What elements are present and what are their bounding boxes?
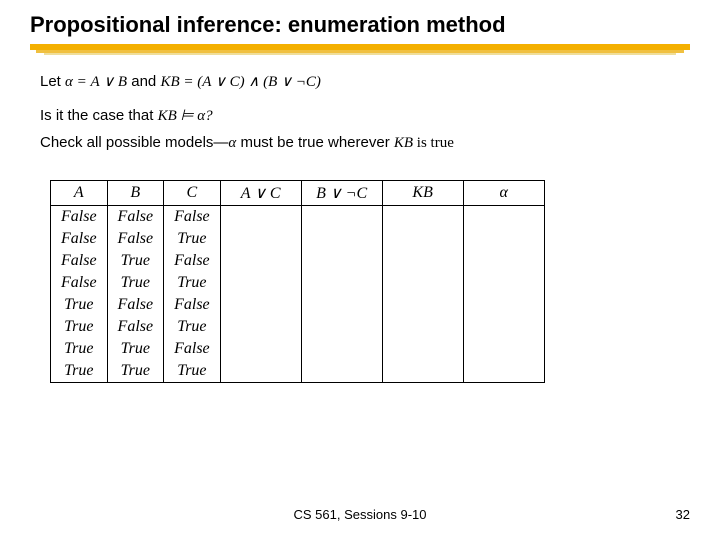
table-cell — [382, 206, 463, 229]
question-line-1: Is it the case that KB ⊨ α? — [40, 106, 660, 126]
table-cell: False — [107, 316, 164, 338]
th-A: A — [51, 181, 108, 206]
table-cell — [301, 294, 382, 316]
th-B: B — [107, 181, 164, 206]
q2-after: must be true wherever — [236, 134, 394, 151]
th-BornotC: B ∨ ¬C — [301, 181, 382, 206]
page-number: 32 — [676, 507, 690, 522]
table-cell — [220, 316, 301, 338]
table-cell: True — [51, 360, 108, 383]
question-line-2: Check all possible models—α must be true… — [40, 133, 660, 153]
table-cell: False — [107, 228, 164, 250]
truth-table-wrap: A B C A ∨ C B ∨ ¬C KB α FalseFalseFalse … — [50, 180, 545, 383]
table-cell — [382, 316, 463, 338]
th-KB: KB — [382, 181, 463, 206]
table-row: TrueFalseFalse — [51, 294, 545, 316]
footer-text: CS 561, Sessions 9-10 — [0, 507, 720, 522]
table-cell — [463, 250, 544, 272]
table-row: TrueFalseTrue — [51, 316, 545, 338]
table-cell: False — [164, 250, 221, 272]
table-cell: True — [107, 272, 164, 294]
slide: Propositional inference: enumeration met… — [0, 0, 720, 540]
th-alpha: α — [463, 181, 544, 206]
table-row: TrueTrueTrue — [51, 360, 545, 383]
table-cell: True — [51, 316, 108, 338]
table-cell: False — [164, 338, 221, 360]
th-AorC: A ∨ C — [220, 181, 301, 206]
table-cell: True — [107, 360, 164, 383]
table-cell: False — [51, 272, 108, 294]
q2-prefix: Check all possible models— — [40, 134, 228, 151]
table-cell: False — [107, 294, 164, 316]
let-math-2: KB = (A ∨ C) ∧ (B ∨ ¬C) — [160, 74, 320, 90]
table-cell: False — [107, 206, 164, 229]
q1-prefix: Is it the case that — [40, 107, 158, 124]
table-cell — [220, 272, 301, 294]
table-cell — [301, 250, 382, 272]
table-cell — [220, 338, 301, 360]
table-header-row: A B C A ∨ C B ∨ ¬C KB α — [51, 181, 545, 206]
table-row: FalseTrueTrue — [51, 272, 545, 294]
let-prefix: Let — [40, 73, 65, 90]
table-cell — [463, 338, 544, 360]
table-cell — [220, 294, 301, 316]
q1-math: KB ⊨ α? — [158, 108, 213, 124]
table-cell: True — [164, 228, 221, 250]
table-cell — [382, 360, 463, 383]
body-text: Let α = A ∨ B and KB = (A ∨ C) ∧ (B ∨ ¬C… — [40, 72, 660, 159]
table-cell: False — [164, 294, 221, 316]
q2-kb: KB — [394, 135, 413, 151]
let-mid: and — [131, 73, 160, 90]
table-cell — [382, 338, 463, 360]
table-cell — [301, 338, 382, 360]
table-cell: False — [51, 228, 108, 250]
table-row: FalseFalseFalse — [51, 206, 545, 229]
let-math-1: α = A ∨ B — [65, 74, 127, 90]
table-cell — [301, 228, 382, 250]
table-cell: True — [51, 294, 108, 316]
table-cell — [301, 316, 382, 338]
table-cell — [220, 228, 301, 250]
table-cell — [463, 272, 544, 294]
table-cell: True — [164, 316, 221, 338]
table-cell — [220, 360, 301, 383]
table-cell — [220, 206, 301, 229]
table-row: FalseFalseTrue — [51, 228, 545, 250]
table-cell: True — [107, 338, 164, 360]
table-cell: True — [107, 250, 164, 272]
truth-table: A B C A ∨ C B ∨ ¬C KB α FalseFalseFalse … — [50, 180, 545, 383]
table-cell — [463, 360, 544, 383]
table-cell — [463, 228, 544, 250]
table-cell — [463, 206, 544, 229]
q2-end: is true — [413, 135, 454, 151]
table-cell — [301, 206, 382, 229]
table-cell — [382, 250, 463, 272]
let-line: Let α = A ∨ B and KB = (A ∨ C) ∧ (B ∨ ¬C… — [40, 72, 660, 92]
underline-bar-3 — [44, 53, 676, 55]
table-cell — [301, 360, 382, 383]
slide-title: Propositional inference: enumeration met… — [30, 12, 506, 38]
table-cell: True — [164, 360, 221, 383]
table-cell: False — [51, 250, 108, 272]
table-cell — [301, 272, 382, 294]
table-cell — [463, 294, 544, 316]
table-cell: False — [51, 206, 108, 229]
table-cell — [382, 272, 463, 294]
table-cell — [220, 250, 301, 272]
title-underline — [30, 44, 690, 56]
table-cell — [382, 228, 463, 250]
table-cell — [382, 294, 463, 316]
table-row: TrueTrueFalse — [51, 338, 545, 360]
table-row: FalseTrueFalse — [51, 250, 545, 272]
table-cell: False — [164, 206, 221, 229]
table-cell: True — [164, 272, 221, 294]
table-cell — [463, 316, 544, 338]
table-cell: True — [51, 338, 108, 360]
th-C: C — [164, 181, 221, 206]
